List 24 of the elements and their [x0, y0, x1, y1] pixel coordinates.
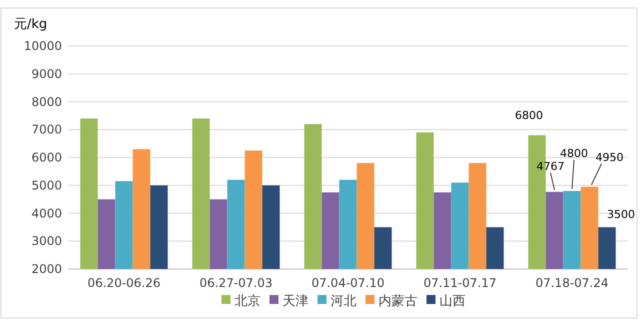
legend-label: 内蒙古 — [378, 294, 418, 309]
y-tick-label: 3000 — [31, 234, 62, 248]
x-tick-label: 06.20-06.26 — [87, 276, 161, 290]
y-tick-label: 4000 — [31, 206, 62, 220]
legend-label: 河北 — [330, 294, 356, 309]
y-axis-title: 元/kg — [14, 17, 48, 32]
data-label: 6800 — [515, 109, 543, 122]
y-tick-label: 5000 — [31, 178, 62, 192]
y-tick-label: 7000 — [31, 122, 62, 137]
legend-label: 山西 — [440, 294, 466, 309]
legend-label: 北京 — [234, 294, 260, 309]
x-tick-label: 06.27-07.03 — [199, 276, 273, 290]
y-tick-label: 6000 — [31, 150, 62, 164]
x-tick-label: 07.04-07.10 — [311, 276, 385, 290]
x-tick-label: 07.18-07.24 — [535, 276, 609, 290]
y-tick-label: 9000 — [31, 66, 62, 81]
data-label: 3500 — [607, 208, 635, 222]
y-tick-label: 2000 — [31, 262, 62, 276]
data-label: 4800 — [560, 146, 588, 160]
y-tick-label: 8000 — [31, 94, 62, 109]
y-tick-label: 10000 — [24, 39, 62, 53]
x-tick-label: 07.11-07.17 — [423, 276, 497, 290]
data-label: 4950 — [596, 150, 624, 164]
legend-label: 天津 — [282, 294, 308, 309]
